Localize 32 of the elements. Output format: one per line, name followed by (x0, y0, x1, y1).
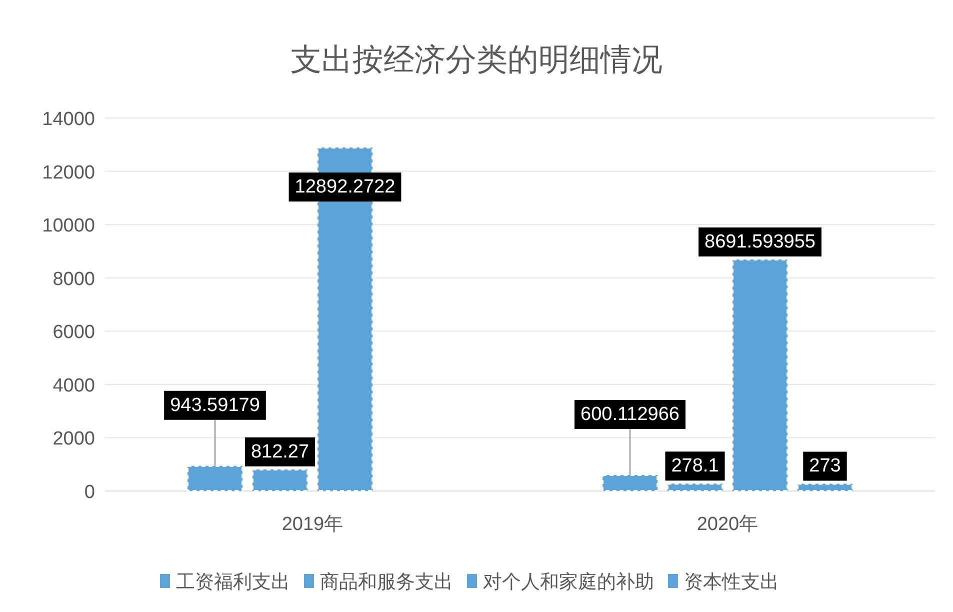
data-label: 8691.593955 (698, 227, 822, 256)
y-tick-label: 10000 (42, 216, 95, 237)
data-label: 12892.2722 (294, 176, 396, 198)
data-label: 812.27 (250, 441, 310, 462)
legend-label: 对个人和家庭的补助 (483, 571, 654, 593)
legend-label: 资本性支出 (684, 572, 779, 593)
legend-label: 工资福利支出 (176, 572, 290, 593)
bar (186, 464, 244, 492)
y-tick-label: 12000 (42, 162, 95, 184)
data-label: 273 (803, 452, 847, 481)
data-label: 12892.2722 (288, 172, 402, 202)
bar (252, 468, 308, 492)
legend-label: 商品和服务支出 (320, 571, 453, 593)
bar (602, 474, 658, 492)
data-label: 278.1 (671, 456, 719, 477)
category: 2020年 (696, 514, 758, 535)
bar (732, 258, 788, 492)
title: 支出按经济分类的明细情况 (290, 42, 662, 77)
data-label: 812.27 (244, 437, 316, 466)
y-tick-label: 2000 (52, 428, 95, 450)
y-tick-label: 8000 (52, 268, 95, 290)
y-tick-label: 14000 (42, 109, 95, 130)
data-label: 943.59179 (170, 394, 260, 416)
category: 2019年 (282, 514, 344, 535)
y-tick-label: 0 (84, 482, 95, 503)
data-label: 600.112966 (580, 404, 680, 426)
y-tick-label: 6000 (52, 322, 95, 344)
y-tick-label: 4000 (52, 375, 95, 396)
bar (666, 482, 724, 492)
data-label: 273 (809, 456, 841, 477)
data-label: 8691.593955 (704, 231, 816, 252)
data-label: 278.1 (665, 452, 725, 481)
